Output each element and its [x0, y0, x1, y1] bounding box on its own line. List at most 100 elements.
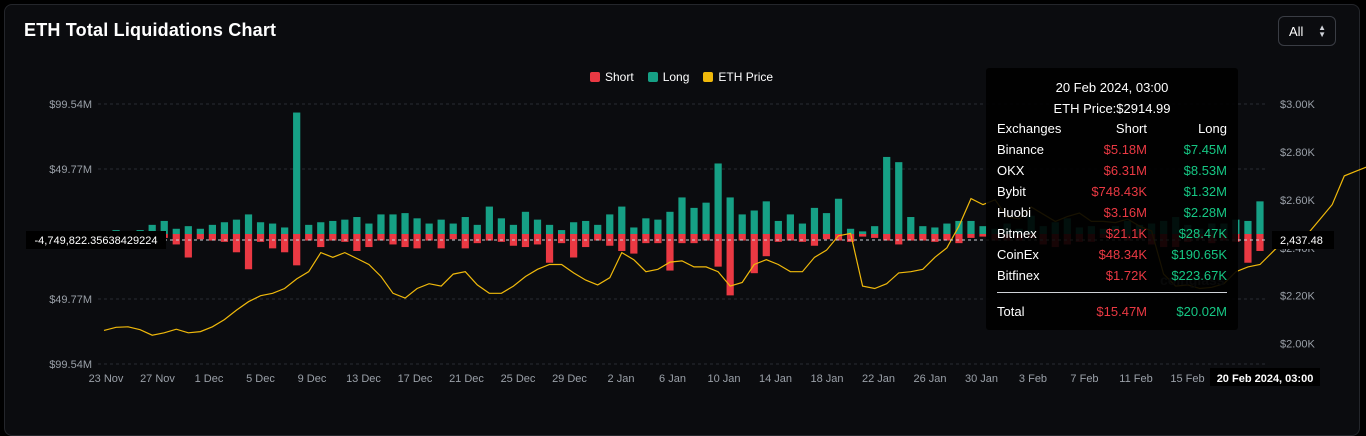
x-tick-label: 22 Jan [862, 373, 895, 385]
x-tick-label: 30 Jan [965, 373, 998, 385]
tooltip-exchange: Bybit [997, 184, 1026, 199]
x-tick-label: 2 Jan [608, 373, 635, 385]
short-bar [449, 234, 457, 240]
long-bar [786, 214, 794, 234]
long-bar [738, 214, 746, 234]
long-bar [377, 214, 385, 234]
long-bar [232, 219, 241, 234]
short-bar [1256, 234, 1264, 251]
tooltip-short: $6.31M [1103, 163, 1147, 178]
tooltip-header-long: Long [1198, 121, 1227, 136]
short-bar [678, 234, 686, 244]
long-bar [184, 226, 192, 234]
long-bar [822, 213, 831, 234]
chart-title: ETH Total Liquidations Chart [24, 20, 277, 40]
x-highlight-label-bg [1210, 368, 1320, 386]
long-bar [702, 202, 710, 234]
crosshair-left-label-bg [26, 231, 166, 249]
short-bar [834, 234, 843, 241]
short-bar [931, 234, 939, 242]
tooltip-long: $28.47K [1178, 226, 1227, 241]
x-tick-label: 23 Nov [89, 373, 124, 385]
long-bar [329, 220, 337, 234]
short-bar [196, 234, 204, 240]
tooltip-row: Bitfinex $1.72K $223.67K [997, 268, 1227, 286]
x-tick-label: 6 Jan [659, 373, 686, 385]
range-select[interactable]: All ▲ ▼ [1278, 16, 1336, 46]
short-bar [774, 234, 782, 242]
tooltip-exchange: Huobi [997, 205, 1031, 220]
long-bar [846, 228, 855, 234]
long-bar [570, 222, 578, 234]
legend-swatch-long [647, 72, 658, 82]
short-bar [967, 234, 975, 238]
right-tick-label: $2.20K [1280, 291, 1316, 303]
short-bar [654, 234, 662, 244]
tooltip-long: $7.45M [1183, 142, 1227, 157]
x-tick-label: 27 Nov [140, 373, 175, 385]
tooltip-row: Bybit $748.43K $1.32M [997, 184, 1227, 202]
short-bar [570, 234, 578, 258]
x-tick-label: 17 Dec [398, 373, 433, 385]
short-bar [618, 234, 626, 251]
legend-label-eth-price: ETH Price [718, 70, 774, 84]
tooltip-short: $21.1K [1105, 226, 1147, 241]
short-bar [521, 234, 530, 248]
long-bar [341, 219, 349, 234]
long-bar [196, 228, 204, 234]
short-bar [485, 234, 493, 241]
x-tick-label: 18 Jan [810, 373, 843, 385]
long-bar [244, 214, 253, 234]
short-bar [305, 234, 313, 241]
short-bar [871, 234, 879, 238]
legend-swatch-eth-price [703, 72, 714, 82]
short-bar [377, 234, 385, 241]
legend-item-long[interactable]: Long [647, 70, 689, 84]
x-tick-label: 25 Dec [501, 373, 536, 385]
long-bar [220, 222, 229, 234]
legend-item-short[interactable]: Short [590, 70, 634, 84]
short-bar [557, 234, 566, 244]
short-bar [545, 234, 554, 263]
long-bar [160, 220, 168, 234]
long-bar [618, 206, 626, 234]
tooltip-short: $48.34K [1098, 247, 1147, 262]
short-bar [401, 234, 409, 248]
short-bar [1244, 234, 1252, 263]
tooltip-exchange: Binance [997, 142, 1044, 157]
tooltip-total-short: $15.47M [1096, 304, 1147, 319]
short-bar [232, 234, 241, 253]
tooltip-long: $8.53M [1183, 163, 1227, 178]
long-bar [293, 112, 301, 234]
long-bar [606, 214, 614, 234]
long-bar [810, 207, 819, 234]
short-bar [317, 234, 325, 248]
long-bar [871, 226, 879, 234]
short-bar [437, 234, 445, 249]
long-bar [497, 218, 505, 234]
tooltip-row: Huobi $3.16M $2.28M [997, 205, 1227, 223]
short-bar [895, 234, 903, 245]
tooltip-long: $223.67K [1171, 268, 1227, 283]
tooltip-eth-price: ETH Price:$2914.99 [1053, 101, 1171, 116]
tooltip-exchange: OKX [997, 163, 1025, 178]
long-bar [919, 226, 927, 234]
long-bar [762, 201, 770, 234]
short-bar [762, 234, 770, 257]
short-bar [666, 234, 674, 271]
tooltip-total-label: Total [997, 304, 1025, 319]
legend-item-eth-price[interactable]: ETH Price [703, 70, 773, 84]
x-tick-label: 7 Feb [1070, 373, 1098, 385]
crosshair-right-label-bg [1272, 231, 1334, 249]
short-bar [281, 234, 289, 253]
long-bar [666, 211, 674, 234]
long-bar [208, 224, 217, 234]
tooltip-header-exchanges: Exchanges [997, 121, 1062, 136]
tooltip-header-short: Short [1115, 121, 1147, 136]
long-bar [1244, 220, 1252, 234]
long-bar [750, 210, 758, 234]
right-tick-label: $3.00K [1280, 99, 1316, 111]
long-bar [148, 224, 156, 234]
long-bar [883, 156, 891, 234]
x-tick-label: 21 Dec [449, 373, 484, 385]
